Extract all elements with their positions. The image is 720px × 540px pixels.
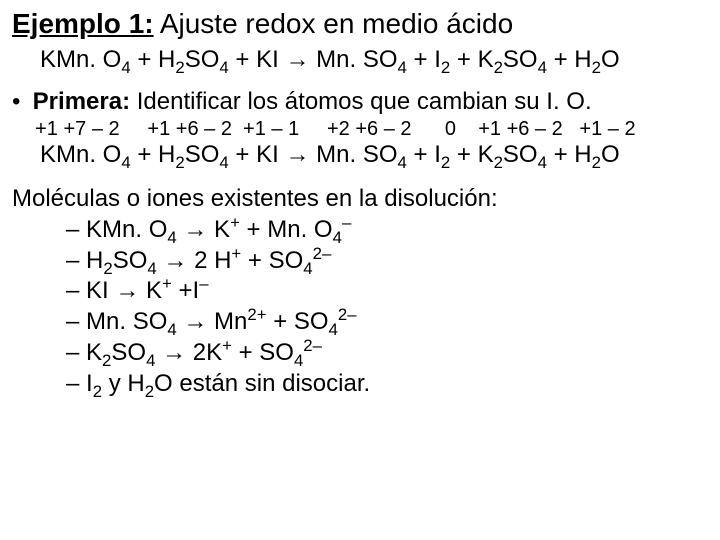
dissociation-6: – I2 y H2O están sin disociar.: [66, 369, 708, 400]
arrow-icon: →: [285, 141, 309, 168]
dissociation-2: – H2SO4 → 2 H+ + SO42–: [66, 246, 708, 277]
main-equation: KMn. O4 + H2SO4 + KI → Mn. SO4 + I2 + K2…: [40, 46, 708, 74]
dissociation-3: – KI → K+ +I–: [66, 276, 708, 307]
dissociation-1: – KMn. O4 → K+ + Mn. O4–: [66, 215, 708, 246]
equation-annotated: KMn. O4 + H2SO4 + KI → Mn. SO4 + I2 + K2…: [40, 141, 708, 169]
arrow-icon: →: [285, 46, 316, 73]
title: Ejemplo 1: Ajuste redox en medio ácido: [12, 8, 708, 40]
step-one: • Primera: Identificar los átomos que ca…: [12, 88, 708, 116]
molecules-intro: Moléculas o iones existentes en la disol…: [12, 185, 708, 213]
title-rest: Ajuste redox en medio ácido: [154, 8, 514, 39]
dissociation-5: – K2SO4 → 2K+ + SO42–: [66, 338, 708, 369]
example-label: Ejemplo 1:: [12, 8, 154, 39]
step-text: Identificar los átomos que cambian su I.…: [130, 88, 592, 115]
step-label: Primera:: [33, 88, 130, 115]
dissociation-4: – Mn. SO4 → Mn2+ + SO42–: [66, 307, 708, 338]
oxidation-numbers: +1 +7 – 2 +1 +6 – 2 +1 – 1 +2 +6 – 2 0 +…: [24, 118, 708, 141]
bullet-icon: •: [12, 88, 26, 116]
